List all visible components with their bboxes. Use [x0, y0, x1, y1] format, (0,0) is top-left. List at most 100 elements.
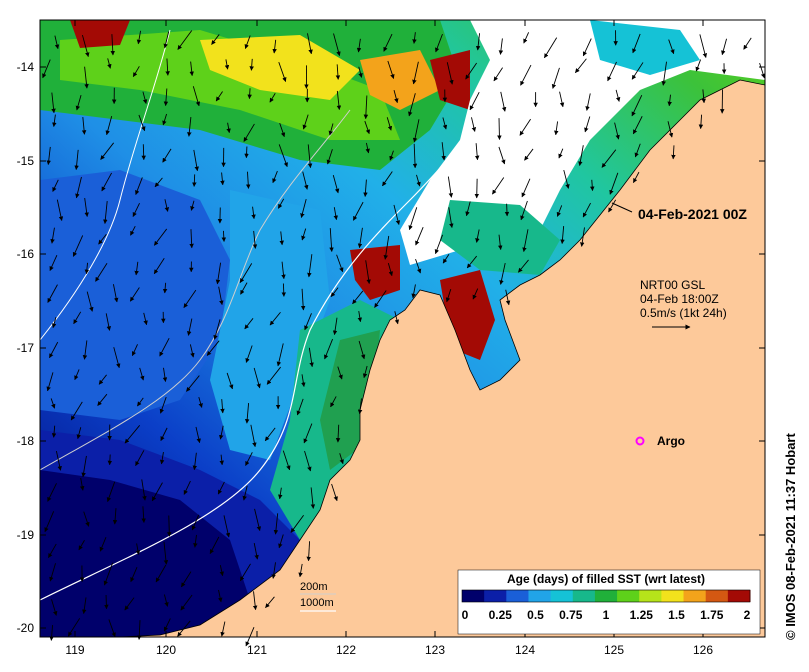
current-vector-arrow [246, 171, 251, 189]
current-vector-arrow [469, 91, 480, 111]
current-vector-arrow [445, 288, 452, 303]
current-vector-arrow [162, 148, 172, 163]
current-vector-arrow [187, 318, 193, 336]
current-vector-arrow [209, 536, 220, 555]
current-vector-arrow [304, 313, 312, 331]
colorbar-tick-label: 1.5 [668, 608, 685, 622]
current-vector-arrow [141, 506, 146, 523]
colorbar-tick-label: 0.25 [489, 608, 513, 622]
current-vector-arrow [198, 396, 203, 408]
current-vector-arrow [251, 206, 256, 220]
current-vector-arrow [554, 121, 559, 136]
current-vector-arrow [474, 143, 480, 161]
current-vector-arrow [374, 290, 387, 308]
current-vector-arrow [100, 142, 115, 160]
mid-blue-zone [40, 170, 230, 420]
current-vector-arrow [556, 205, 563, 217]
current-vector-arrow [408, 93, 416, 117]
current-vector-arrow [300, 199, 307, 218]
lon-tick-label: 120 [156, 643, 176, 657]
current-vector-arrow [310, 487, 316, 509]
current-vector-arrow [44, 511, 55, 533]
current-vector-arrow [609, 172, 619, 195]
current-vector-arrow [51, 425, 57, 438]
current-vector-arrow [151, 482, 163, 502]
current-vector-arrow [47, 483, 57, 502]
current-vector-arrow [435, 33, 443, 53]
current-vector-arrow [266, 366, 281, 385]
current-vector-arrow [524, 148, 534, 161]
current-vector-arrow [667, 94, 672, 107]
current-vector-arrow [465, 62, 477, 80]
current-vector-arrow [446, 62, 454, 85]
colorbar-swatch [639, 590, 662, 602]
current-vector-arrow [219, 425, 224, 440]
current-vector-arrow [290, 514, 304, 533]
current-vector-arrow [81, 117, 87, 135]
current-vector-arrow [412, 143, 418, 169]
current-vector-arrow [667, 121, 674, 138]
current-vector-arrow [520, 64, 532, 86]
current-vector-arrow [50, 227, 55, 244]
current-vector-arrow [97, 393, 108, 406]
current-vector-arrow [324, 338, 334, 360]
current-vector-arrow [326, 149, 333, 165]
current-vector-arrow [187, 117, 192, 137]
current-vector-arrow [167, 515, 172, 537]
current-vector-arrow [335, 424, 341, 443]
colorbar-tick-label: 0.75 [559, 608, 583, 622]
current-vector-arrow [51, 599, 58, 616]
current-vector-arrow [412, 119, 420, 143]
current-vector-arrow [699, 34, 708, 58]
current-vector-arrow [163, 618, 171, 632]
current-vector-arrow [75, 94, 82, 111]
current-vector-arrow [329, 228, 334, 252]
colorbar-frame [461, 589, 751, 603]
current-vector-arrow [160, 427, 168, 442]
current-vector-arrow [95, 262, 108, 282]
current-vector-arrow [72, 235, 84, 257]
credit-label: © IMOS 08-Feb-2021 11:37 Hobart [783, 433, 798, 640]
current-vector-arrow [206, 340, 220, 356]
current-vector-arrow [239, 263, 253, 283]
yellow-zone [200, 35, 360, 100]
current-vector-arrow [336, 254, 344, 273]
current-vector-arrow [505, 289, 511, 306]
current-vector-arrow [51, 92, 56, 114]
current-vector-arrow [135, 543, 141, 555]
current-vector-arrow [330, 287, 339, 298]
current-scale-label: 0.5m/s (1kt 24h) [640, 306, 727, 320]
current-vector-arrow [447, 176, 454, 198]
current-vector-arrow [254, 508, 262, 532]
current-vector-arrow [302, 114, 309, 130]
date-label: 04-Feb-2021 00Z [638, 206, 747, 222]
current-vector-arrow [153, 258, 165, 275]
current-vector-arrow [339, 453, 344, 465]
teal-patch-coast [440, 200, 560, 275]
current-vector-arrow [632, 171, 640, 184]
current-vector-arrow [106, 481, 116, 502]
colorbar-swatch [462, 590, 485, 602]
colorbar-swatch [661, 590, 685, 602]
current-vector-arrow [661, 61, 667, 86]
current-vector-arrow [244, 318, 254, 330]
current-vector-arrow [518, 259, 529, 273]
current-vector-arrow [522, 229, 529, 253]
current-vector-arrow [695, 59, 702, 72]
current-vector-arrow [56, 199, 64, 222]
current-vector-arrow [386, 117, 393, 131]
current-vector-arrow [226, 372, 234, 390]
current-vector-arrow [67, 618, 81, 637]
current-vector-arrow [101, 172, 113, 192]
current-vector-arrow [244, 35, 251, 49]
current-vector-arrow [357, 311, 363, 323]
current-vector-arrow [162, 367, 168, 382]
current-vector-arrow [273, 513, 279, 535]
current-vector-arrow [358, 340, 366, 360]
current-vector-arrow [281, 283, 287, 297]
colorbar-swatch [506, 590, 529, 602]
current-vector-arrow [138, 114, 146, 132]
current-vector-arrow [632, 33, 641, 54]
